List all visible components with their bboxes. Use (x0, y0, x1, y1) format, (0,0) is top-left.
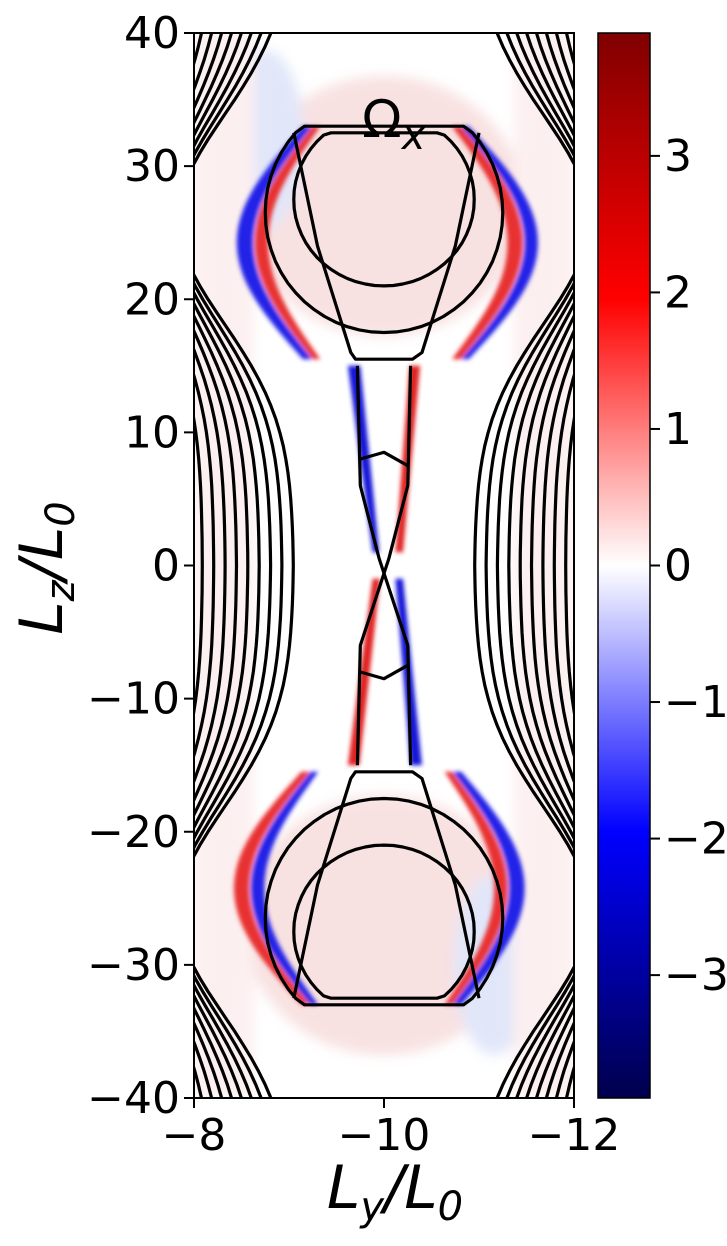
sheet-upper-right-red (451, 126, 523, 360)
field-line (588, 33, 593, 1098)
separatrix-upper (292, 132, 481, 361)
field-line (194, 33, 273, 1098)
field-line (541, 33, 574, 1098)
x-tick-label: −10 (338, 1110, 431, 1161)
y-tick-label: 20 (124, 274, 180, 325)
colorbar-tick-label: 1 (664, 404, 692, 455)
magnetic-field-contours (194, 33, 593, 1098)
plot-area (194, 33, 593, 1098)
bubble-loop-lower-outer (263, 796, 505, 1007)
inner-lobe-upper (359, 450, 409, 468)
bubble-loop-lower-inner (292, 843, 476, 1000)
y-tick-label: 30 (124, 141, 180, 192)
y-axis: 40 30 20 10 0 −10 −20 −30 −40 (87, 8, 194, 1124)
y-tick-label: −20 (87, 807, 180, 858)
sheet-upper-left-blue (236, 126, 312, 360)
separatrix-lower (292, 770, 481, 999)
y-tick-label: −40 (87, 1073, 180, 1124)
x-point-line-b (355, 365, 413, 766)
field-line (495, 33, 574, 1098)
field-line (194, 410, 204, 721)
field-line (194, 33, 295, 1098)
field-line (564, 410, 574, 721)
field-line (507, 33, 574, 1098)
y-tick-label: 40 (124, 8, 180, 59)
y-axis-label: Lz/L0 (7, 501, 84, 635)
y-tick-label: −10 (87, 674, 180, 725)
field-line (577, 33, 593, 1098)
colorbar-tick-label: 3 (664, 131, 692, 182)
field-line (529, 33, 574, 1098)
sheet-lower-right-blue (453, 771, 525, 1005)
field-annotation: Ωx (362, 90, 426, 159)
colorbar-ticks: 3 2 1 0 −1 −2 −3 (650, 131, 727, 1001)
y-tick-label: 0 (152, 541, 180, 592)
inner-lobe-lower (359, 663, 409, 681)
tint-upper (244, 76, 524, 337)
x-tick-label: −8 (162, 1110, 227, 1161)
x-axis: −8 −10 −12 (162, 1098, 621, 1161)
field-line (194, 33, 250, 1098)
y-tick-label: −30 (87, 940, 180, 991)
field-line (194, 33, 261, 1098)
colorbar-gradient (597, 32, 651, 1099)
sheet-lower-left-blue (251, 771, 319, 1005)
field-line (194, 33, 216, 1098)
field-line (518, 33, 574, 1098)
field-line (473, 33, 574, 1098)
field-line (194, 33, 227, 1098)
field-line (484, 33, 574, 1098)
field-line (552, 33, 574, 1098)
sheet-lower-right-red (444, 771, 508, 1005)
bubble-loop-upper-inner (292, 131, 476, 288)
x-point-line-a (355, 365, 413, 766)
colorbar-tick-label: −3 (664, 950, 727, 1001)
colorbar: 3 2 1 0 −1 −2 −3 (597, 32, 727, 1099)
field-line (194, 33, 239, 1098)
field-line (194, 33, 284, 1098)
colorbar-tick-label: 2 (664, 267, 692, 318)
x-axis-label: Ly/L0 (327, 1153, 463, 1230)
colorbar-tick-label: −1 (664, 677, 727, 728)
colorbar-tick-label: 0 (664, 541, 692, 592)
bubble-loop-upper-outer (263, 124, 505, 335)
tint-lower (244, 794, 524, 1055)
colorbar-tick-label: −2 (664, 814, 727, 865)
x-tick-label: −12 (528, 1110, 621, 1161)
y-tick-label: 10 (124, 407, 180, 458)
sheet-upper-right-blue (461, 126, 538, 360)
